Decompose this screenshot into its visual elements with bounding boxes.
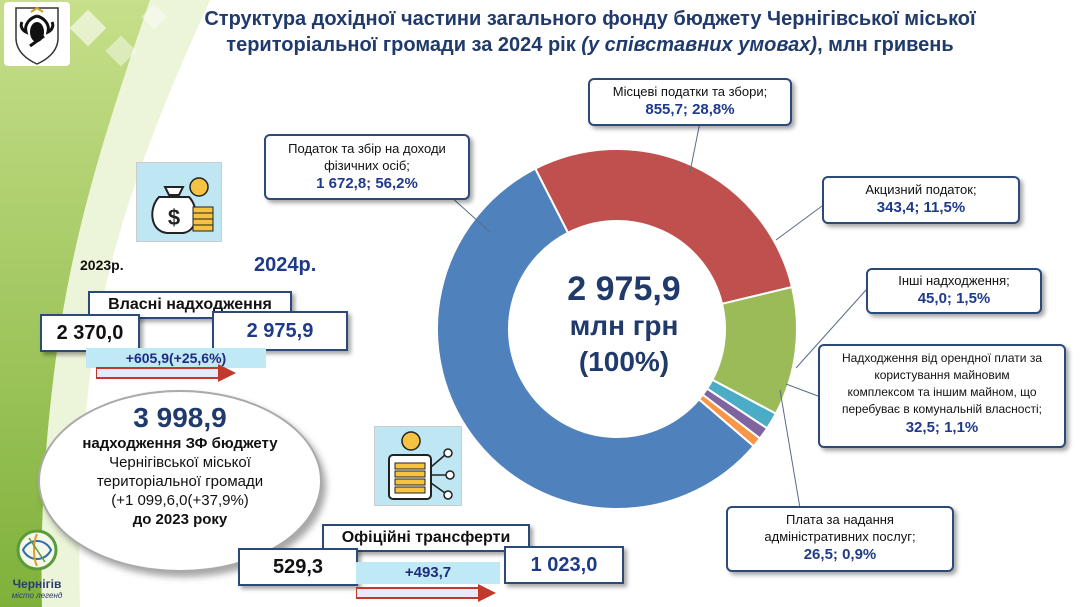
transfers-2024: 1 023,0 — [504, 546, 624, 584]
arrow-right-icon — [356, 584, 496, 602]
callout-other-label: Інші надходження; — [898, 273, 1010, 288]
callout-admin-label-2: адміністративних послуг; — [764, 529, 916, 544]
callout-rent-value: 32,5; 1,1% — [905, 419, 979, 436]
leader-line — [775, 205, 823, 241]
total-line-1: надходження ЗФ бюджету — [82, 435, 278, 452]
city-coat-of-arms-icon — [4, 2, 70, 66]
title-line-2-end: , млн гривень — [817, 34, 954, 56]
callout-pit-label-2: фізичних осіб; — [324, 158, 410, 173]
callout-pit-value: 1 672,8; 56,2% — [316, 175, 418, 192]
money-bag-icon: $ — [136, 162, 222, 242]
callout-local-taxes-label: Місцеві податки та збори; — [612, 84, 768, 99]
city-logo-slogan: місто легенд — [11, 591, 63, 600]
callout-other: Інші надходження; 45,0; 1,5% — [866, 268, 1042, 314]
page-title: Структура дохідної частини загального фо… — [150, 6, 1030, 58]
callout-admin-label-1: Плата за надання — [786, 512, 894, 527]
transfers-title: Офіційні трансферти — [322, 524, 530, 552]
own-revenues-2023: 2 370,0 — [40, 314, 140, 352]
coins-transfer-icon — [374, 426, 462, 506]
callout-local-taxes-value: 855,7; 28,8% — [645, 101, 735, 118]
title-line-2: територіальної громади за 2024 рік (у сп… — [150, 32, 1030, 58]
leader-line — [795, 289, 867, 369]
own-revenues-delta: +605,9(+25,6%) — [86, 348, 266, 368]
year-2023-label: 2023р. — [80, 257, 124, 273]
chart-center-total: 2 975,9 млн грн (100%) — [532, 270, 716, 380]
callout-admin-value: 26,5; 0,9% — [803, 546, 877, 563]
callout-rent-label-4: перебуває в комунальній власності; — [842, 402, 1042, 416]
total-line-4: (+1 099,6,0(+37,9%) — [111, 492, 249, 509]
total-revenue-oval: 3 998,9 надходження ЗФ бюджету Чернігівс… — [38, 390, 322, 572]
slice-local_taxes — [533, 148, 794, 306]
callout-rent-label-3: комплексом та іншим майном, що — [847, 385, 1037, 399]
title-line-1: Структура дохідної частини загального фо… — [204, 8, 976, 30]
city-logo-name: Чернігів — [12, 577, 62, 591]
svg-text:$: $ — [168, 205, 180, 230]
callout-excise-label: Акцизний податок; — [865, 182, 977, 197]
transfers-delta: +493,7 — [356, 562, 500, 584]
slice-pit — [436, 167, 756, 510]
year-2024-label: 2024р. — [254, 254, 317, 276]
center-share: (100%) — [578, 346, 670, 377]
callout-rent-label-2: користування майновим — [874, 368, 1010, 382]
title-line-2-start: територіальної громади за 2024 рік — [226, 34, 582, 56]
callout-admin: Плата за надання адміністративних послуг… — [726, 506, 954, 572]
total-line-3: територіальної громади — [96, 473, 264, 490]
title-line-2-italic: (у співставних умовах) — [581, 34, 818, 56]
callout-pit-label-1: Податок та збір на доходи — [288, 141, 446, 156]
transfers-2023: 529,3 — [238, 548, 358, 586]
arrow-right-icon — [96, 364, 236, 382]
leader-line — [689, 121, 701, 173]
callout-excise: Акцизний податок; 343,4; 11,5% — [822, 176, 1020, 224]
city-logo-icon — [16, 529, 58, 571]
callout-pit: Податок та збір на доходи фізичних осіб;… — [264, 134, 470, 200]
total-line-2: Чернігівської міської — [109, 454, 251, 471]
own-revenues-2024: 2 975,9 — [212, 311, 348, 351]
callout-local-taxes: Місцеві податки та збори; 855,7; 28,8% — [588, 78, 792, 126]
city-logo: Чернігів місто легенд — [4, 528, 70, 604]
leader-line — [449, 195, 491, 233]
total-revenue-value: 3 998,9 — [133, 402, 227, 433]
center-value: 2 975,9 — [567, 270, 681, 308]
leader-line — [785, 383, 819, 397]
total-line-5: до 2023 року — [132, 511, 228, 528]
callout-rent-label-1: Надходження від орендної плати за — [841, 351, 1043, 365]
center-unit: млн грн — [569, 310, 679, 341]
callout-excise-value: 343,4; 11,5% — [876, 199, 966, 216]
callout-other-value: 45,0; 1,5% — [917, 290, 991, 307]
leader-line — [779, 389, 801, 509]
callout-rent: Надходження від орендної плати за корист… — [818, 344, 1066, 448]
